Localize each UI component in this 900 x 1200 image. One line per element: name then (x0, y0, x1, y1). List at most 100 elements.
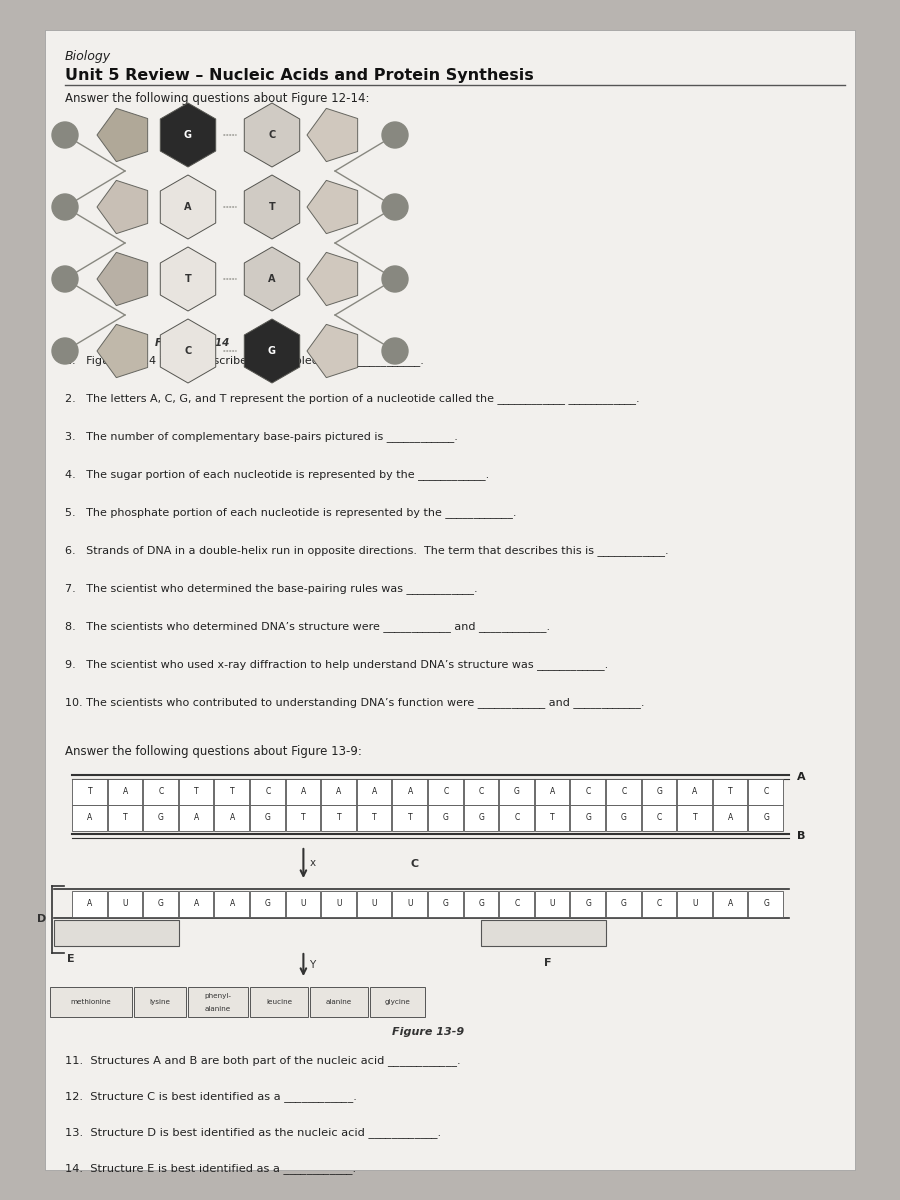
FancyBboxPatch shape (214, 890, 249, 917)
FancyBboxPatch shape (108, 890, 142, 917)
Text: T: T (230, 787, 235, 797)
Text: U: U (372, 900, 377, 908)
FancyBboxPatch shape (250, 986, 308, 1018)
Text: G: G (585, 900, 591, 908)
Text: G: G (621, 814, 626, 822)
FancyBboxPatch shape (143, 890, 178, 917)
Text: F: F (544, 958, 551, 968)
FancyBboxPatch shape (606, 779, 641, 805)
Text: T: T (728, 787, 733, 797)
Text: A: A (728, 814, 733, 822)
Text: A: A (692, 787, 698, 797)
FancyBboxPatch shape (214, 779, 249, 805)
Text: Figure 12-14: Figure 12-14 (155, 338, 230, 348)
Text: T: T (693, 814, 698, 822)
Text: G: G (184, 130, 192, 140)
Text: A: A (372, 787, 377, 797)
Text: 7.   The scientist who determined the base-pairing rules was ____________.: 7. The scientist who determined the base… (65, 583, 478, 594)
Text: C: C (763, 787, 769, 797)
Text: D: D (37, 914, 46, 924)
Text: G: G (479, 900, 484, 908)
FancyBboxPatch shape (250, 890, 284, 917)
FancyBboxPatch shape (749, 779, 783, 805)
Text: A: A (550, 787, 555, 797)
FancyBboxPatch shape (356, 890, 392, 917)
FancyBboxPatch shape (143, 779, 178, 805)
FancyBboxPatch shape (713, 805, 747, 830)
Text: Answer the following questions about Figure 13-9:: Answer the following questions about Fig… (65, 745, 362, 758)
Text: C: C (621, 787, 626, 797)
FancyBboxPatch shape (500, 805, 534, 830)
Text: G: G (479, 814, 484, 822)
Text: U: U (408, 900, 413, 908)
FancyBboxPatch shape (321, 779, 356, 805)
Circle shape (382, 194, 408, 220)
FancyBboxPatch shape (571, 805, 605, 830)
FancyBboxPatch shape (134, 986, 186, 1018)
Text: A: A (268, 274, 275, 284)
FancyBboxPatch shape (571, 779, 605, 805)
FancyBboxPatch shape (108, 805, 142, 830)
FancyBboxPatch shape (72, 779, 106, 805)
Text: U: U (301, 900, 306, 908)
FancyBboxPatch shape (321, 890, 356, 917)
Text: C: C (657, 814, 662, 822)
Text: A: A (301, 787, 306, 797)
Text: alanine: alanine (205, 1006, 231, 1012)
Text: A: A (194, 900, 199, 908)
Text: G: G (763, 900, 769, 908)
Text: 12.  Structure C is best identified as a ____________.: 12. Structure C is best identified as a … (65, 1091, 357, 1102)
Text: A: A (87, 814, 93, 822)
FancyBboxPatch shape (72, 890, 106, 917)
Text: A: A (797, 772, 806, 782)
Text: A: A (184, 202, 192, 212)
FancyBboxPatch shape (310, 986, 368, 1018)
Text: lysine: lysine (149, 998, 170, 1006)
Text: A: A (122, 787, 128, 797)
Text: T: T (550, 814, 555, 822)
Text: 1.   Figure 12-14 is best described as a molecule of ____________.: 1. Figure 12-14 is best described as a m… (65, 355, 424, 366)
Text: A: A (337, 787, 342, 797)
FancyBboxPatch shape (428, 779, 463, 805)
FancyBboxPatch shape (677, 779, 712, 805)
Text: A: A (230, 814, 235, 822)
Text: U: U (122, 900, 128, 908)
Text: glycine: glycine (384, 998, 410, 1006)
FancyBboxPatch shape (188, 986, 248, 1018)
FancyBboxPatch shape (214, 805, 249, 830)
FancyBboxPatch shape (642, 779, 676, 805)
FancyBboxPatch shape (392, 805, 427, 830)
Text: T: T (268, 202, 275, 212)
Text: phenyl-: phenyl- (204, 994, 231, 998)
Text: C: C (443, 787, 448, 797)
FancyBboxPatch shape (677, 890, 712, 917)
FancyBboxPatch shape (285, 779, 320, 805)
Text: Biology: Biology (65, 50, 111, 62)
Text: C: C (479, 787, 484, 797)
Text: A: A (194, 814, 199, 822)
Circle shape (382, 266, 408, 292)
Text: 9.   The scientist who used x-ray diffraction to help understand DNA’s structure: 9. The scientist who used x-ray diffract… (65, 659, 608, 670)
Circle shape (52, 122, 78, 148)
FancyBboxPatch shape (642, 890, 676, 917)
Text: G: G (514, 787, 520, 797)
FancyBboxPatch shape (535, 805, 570, 830)
FancyBboxPatch shape (464, 805, 499, 830)
Text: C: C (184, 346, 192, 356)
Text: B: B (797, 830, 806, 841)
FancyBboxPatch shape (464, 890, 499, 917)
FancyBboxPatch shape (606, 805, 641, 830)
Text: C: C (266, 787, 270, 797)
Text: U: U (550, 900, 555, 908)
Text: methionine: methionine (70, 998, 112, 1006)
Text: C: C (158, 787, 164, 797)
Text: T: T (373, 814, 377, 822)
Text: T: T (184, 274, 192, 284)
Text: G: G (621, 900, 626, 908)
Text: Figure 13-9: Figure 13-9 (392, 1027, 464, 1037)
Text: G: G (763, 814, 769, 822)
FancyBboxPatch shape (321, 805, 356, 830)
FancyBboxPatch shape (392, 779, 427, 805)
Circle shape (382, 338, 408, 364)
Text: G: G (585, 814, 591, 822)
